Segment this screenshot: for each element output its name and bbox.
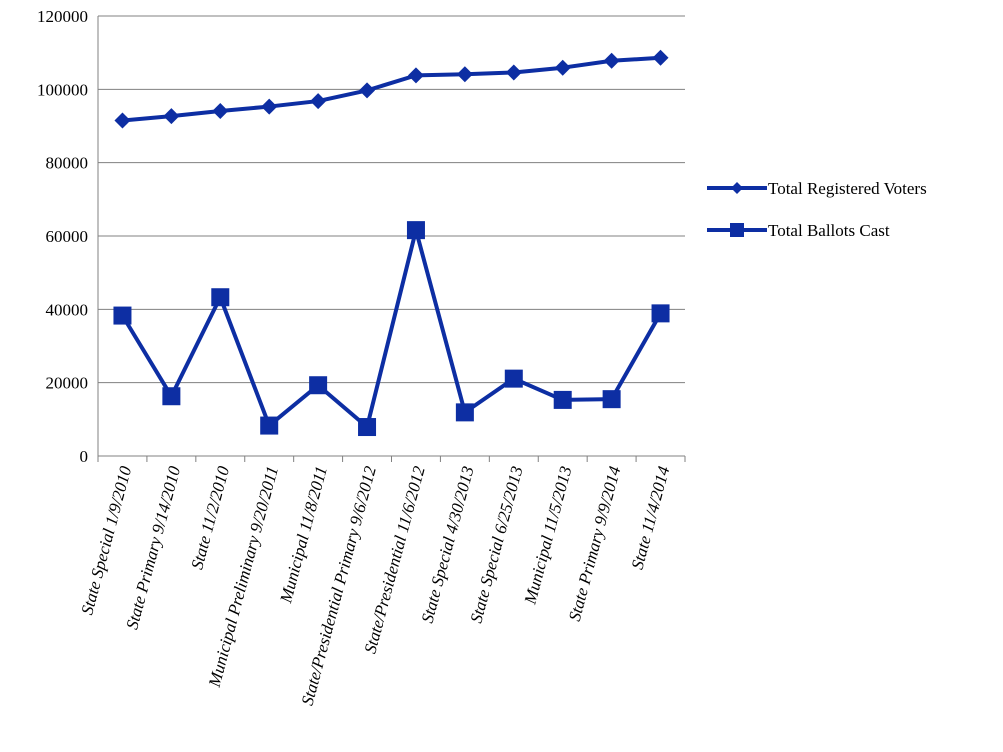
y-tick-label: 0 xyxy=(80,447,89,466)
diamond-point xyxy=(407,67,424,84)
y-tick-label: 20000 xyxy=(46,374,89,393)
diamond-point xyxy=(554,59,571,76)
square-point xyxy=(602,390,621,409)
series-2 xyxy=(113,221,670,437)
diamond-point xyxy=(359,82,376,99)
square-point xyxy=(406,221,425,240)
x-tick-label: State Special 1/9/2010 xyxy=(77,464,135,617)
series-1 xyxy=(114,49,669,129)
legend-square-marker xyxy=(730,223,744,237)
legend-item: Total Ballots Cast xyxy=(707,221,890,240)
series-line xyxy=(122,55,661,123)
diamond-point xyxy=(505,64,522,81)
x-tick-label: Municipal 11/5/2013 xyxy=(520,464,575,607)
square-point xyxy=(651,304,670,323)
series-group xyxy=(113,49,670,437)
x-tick-label: State Primary 9/14/2010 xyxy=(122,464,184,632)
legend-label: Total Registered Voters xyxy=(768,179,927,198)
diamond-point xyxy=(603,52,620,69)
legend-item: Total Registered Voters xyxy=(707,179,927,198)
series-line xyxy=(120,228,663,430)
y-tick-label: 80000 xyxy=(46,154,89,173)
diamond-point xyxy=(456,66,473,83)
x-tick-label: State Special 4/30/2013 xyxy=(418,464,478,625)
diamond-point xyxy=(652,49,669,66)
square-point xyxy=(455,403,474,422)
x-tick-label: State Special 6/25/2013 xyxy=(467,464,527,625)
square-point xyxy=(504,369,523,388)
gridlines xyxy=(98,15,685,384)
y-tick-label: 40000 xyxy=(46,300,89,319)
diamond-point xyxy=(310,93,327,110)
x-tick-label: Municipal 11/8/2011 xyxy=(276,464,331,606)
square-point xyxy=(260,416,279,435)
legend-diamond-marker xyxy=(731,182,743,194)
legend: Total Registered Voters Total Ballots Cas… xyxy=(707,179,927,240)
legend-label: Total Ballots Cast xyxy=(768,221,890,240)
square-point xyxy=(162,387,181,406)
diamond-point xyxy=(163,108,180,125)
y-axis-tick-labels: 0 20000 40000 60000 80000 100000 120000 xyxy=(37,7,88,466)
square-point xyxy=(358,418,377,437)
y-tick-label: 60000 xyxy=(46,227,89,246)
diamond-point xyxy=(212,102,229,119)
y-tick-label: 100000 xyxy=(37,80,88,99)
square-point xyxy=(309,376,328,395)
diamond-point xyxy=(261,98,278,115)
square-point xyxy=(553,390,572,409)
x-tick-label: State 11/4/2014 xyxy=(628,464,674,572)
x-tick-label: State Primary 9/9/2014 xyxy=(565,464,625,624)
square-point xyxy=(211,288,230,307)
x-tick-label: State 11/2/2010 xyxy=(187,464,233,572)
square-point xyxy=(113,306,132,325)
diamond-point xyxy=(114,112,131,129)
y-tick-label: 120000 xyxy=(37,7,88,26)
axes xyxy=(97,16,686,462)
